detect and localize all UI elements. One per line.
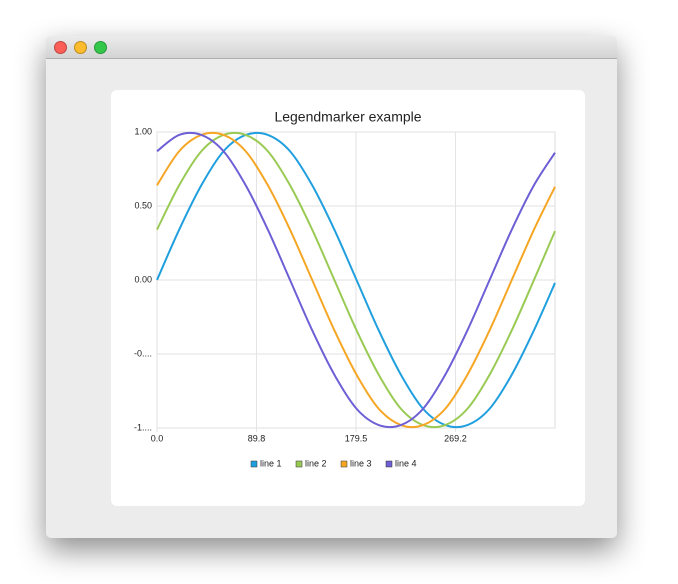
minimize-button[interactable] (74, 41, 87, 54)
legend-label: line 3 (350, 458, 372, 468)
legend-label: line 1 (260, 458, 282, 468)
y-tick-label: -0.... (134, 348, 152, 358)
legend-marker (250, 460, 258, 468)
close-button[interactable] (54, 41, 67, 54)
title-bar (46, 36, 617, 59)
zoom-button[interactable] (94, 41, 107, 54)
chart-title: Legendmarker example (274, 109, 421, 125)
legend-marker (295, 460, 303, 468)
chart: Legendmarker example -1.... -0.... 0.00 0.5… (134, 109, 556, 468)
series-line (156, 131, 556, 429)
x-tick-label: 179.5 (345, 433, 368, 443)
legend-marker (340, 460, 348, 468)
x-tick-label: 0.0 (151, 433, 164, 443)
chart-card: Legendmarker example -1.... -0.... 0.00 0.5… (111, 90, 585, 506)
legend-label: line 2 (305, 458, 327, 468)
y-tick-label: -1.... (134, 422, 152, 432)
x-tick-label: 89.8 (248, 433, 266, 443)
y-tick-label: 0.00 (134, 274, 152, 284)
window: Legendmarker example -1.... -0.... 0.00 0.5… (46, 36, 617, 538)
series-line (156, 131, 556, 429)
y-tick-label: 1.00 (134, 126, 152, 136)
x-tick-label: 269.2 (444, 433, 467, 443)
legend-marker (385, 460, 393, 468)
y-tick-label: 0.50 (134, 200, 152, 210)
legend-label: line 4 (395, 458, 417, 468)
